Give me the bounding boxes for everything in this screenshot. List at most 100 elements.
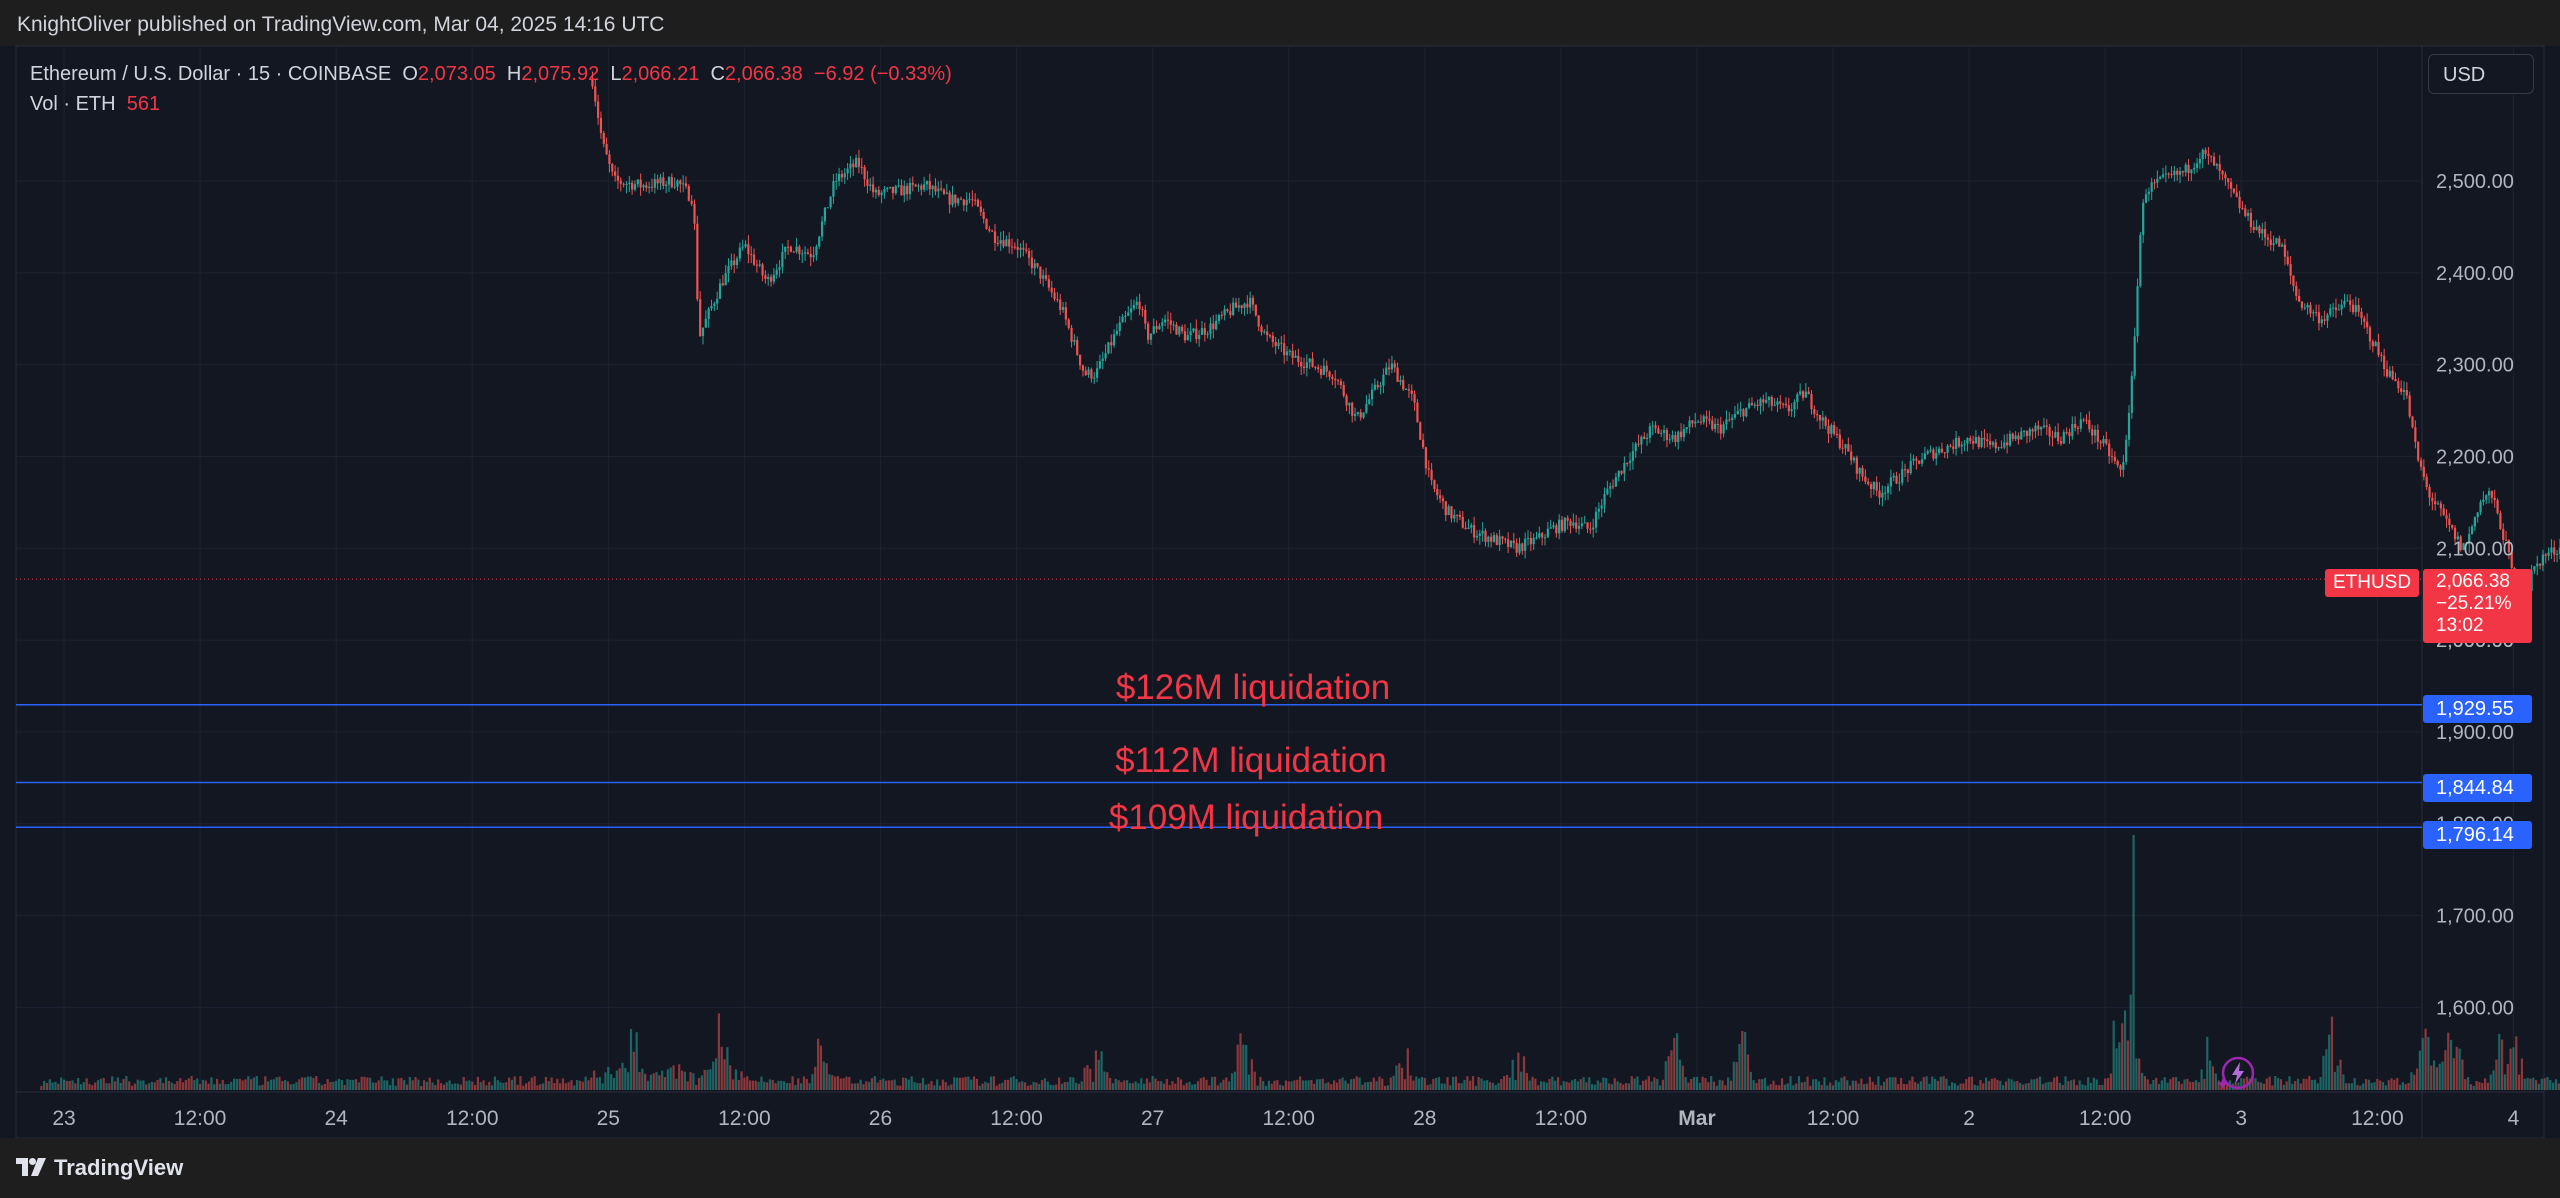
volume-bar (2220, 1084, 2223, 1090)
volume-bar (1072, 1077, 1075, 1090)
candle-body (1555, 525, 1558, 534)
volume-bar (198, 1083, 202, 1090)
volume-bar (1732, 1061, 1735, 1090)
volume-bar (763, 1081, 766, 1090)
candle-body (1107, 342, 1110, 354)
candle-body (1373, 384, 1377, 390)
candle-body (1308, 358, 1311, 363)
candle-body (1575, 522, 1578, 529)
tradingview-logo[interactable]: TradingView (16, 1155, 183, 1181)
volume-bar (1245, 1044, 1248, 1090)
volume-bar (1247, 1074, 1251, 1090)
volume-bar (125, 1076, 128, 1090)
currency-button[interactable]: USD (2428, 54, 2534, 94)
volume-bar (1330, 1084, 1333, 1090)
volume-bar (1242, 1044, 1245, 1090)
volume-bar (1908, 1080, 1911, 1090)
candle-body (2289, 264, 2292, 276)
volume-bar (2296, 1078, 2300, 1090)
volume-bar (2234, 1082, 2237, 1090)
volume-bar (1100, 1051, 1103, 1090)
volume-bar (1545, 1082, 1548, 1090)
volume-bar (2461, 1059, 2464, 1090)
y-tick-label: 1,900.00 (2436, 722, 2514, 744)
volume-bar (797, 1078, 800, 1090)
volume-bar (2438, 1063, 2441, 1090)
candle-body (2266, 237, 2270, 240)
candle-body (676, 180, 679, 187)
candle-body (2451, 525, 2454, 528)
candle-body (2482, 499, 2485, 502)
candle-body (2153, 182, 2156, 184)
volume-bar (751, 1080, 755, 1090)
volume-bar (612, 1078, 616, 1090)
volume-bar (1820, 1084, 1823, 1090)
volume-bar (346, 1079, 349, 1090)
volume-bar (2498, 1033, 2501, 1090)
axes: 1,600.001,700.001,800.001,900.002,000.00… (52, 171, 2519, 1130)
candle-body (2538, 563, 2542, 566)
candle-body (968, 199, 971, 201)
candle-body (1796, 394, 1799, 402)
volume-bar (1131, 1083, 1134, 1090)
candle-body (2006, 442, 2009, 446)
candle-body (2303, 307, 2306, 309)
candle-body (1682, 429, 1686, 438)
volume-bar (2347, 1083, 2351, 1090)
volume-bar (2021, 1084, 2025, 1090)
candle-body (920, 185, 923, 190)
volume-bar (275, 1077, 278, 1090)
candle-body (775, 269, 778, 275)
candle-body (1759, 399, 1762, 407)
volume-bar (890, 1080, 893, 1090)
candle-body (2422, 466, 2425, 477)
volume-bar (885, 1080, 888, 1090)
candle-body (962, 199, 965, 206)
volume-bar (1951, 1082, 1954, 1090)
symbol-name[interactable]: Ethereum / U.S. Dollar · 15 · COINBASE (30, 63, 392, 85)
volume-bar (2532, 1077, 2535, 1090)
volume-bar (873, 1076, 876, 1090)
bar-countdown: 13:02 (2436, 615, 2484, 636)
volume-label[interactable]: Vol · ETH (30, 93, 116, 115)
candle-body (619, 180, 622, 184)
candle-body (591, 80, 594, 87)
candle-body (1362, 412, 1365, 418)
volume-bar (1471, 1076, 1475, 1090)
candle-body (665, 184, 668, 186)
volume-bar (380, 1076, 383, 1090)
lightning-icon[interactable] (2218, 1054, 2256, 1092)
volume-bar (116, 1077, 119, 1090)
volume-bar (2523, 1078, 2526, 1090)
volume-bar (666, 1069, 669, 1090)
volume-bar (122, 1078, 125, 1090)
volume-bar (1157, 1081, 1160, 1090)
volume-bar (1420, 1077, 1424, 1090)
candle-body (2082, 419, 2085, 421)
candle-body (2076, 427, 2080, 429)
candle-body (908, 182, 912, 195)
candle-body (2051, 436, 2054, 438)
candle-body (758, 264, 761, 266)
volume-bar (1236, 1044, 1239, 1090)
volume-bar (1596, 1080, 1599, 1090)
volume-bar (1069, 1076, 1072, 1090)
tradingview-brand: TradingView (54, 1155, 184, 1180)
volume-bar (2285, 1081, 2288, 1090)
liquidation-note-3: $109M liquidation (1108, 798, 1384, 837)
volume-bar (2254, 1078, 2257, 1090)
volume-bar (1128, 1083, 1132, 1090)
candle-body (1932, 449, 1935, 459)
volume-value: 561 (126, 93, 161, 115)
candle-body (2558, 547, 2560, 554)
volume-bar (2452, 1058, 2456, 1090)
volume-bar (1746, 1054, 1750, 1090)
candle-body (2241, 207, 2244, 209)
volume-bar (1423, 1077, 1426, 1090)
volume-bar (442, 1084, 445, 1090)
volume-bar (2106, 1078, 2110, 1090)
candle-body (1396, 367, 1399, 382)
volume-bar (1029, 1084, 1032, 1090)
candle-body (2428, 486, 2431, 498)
